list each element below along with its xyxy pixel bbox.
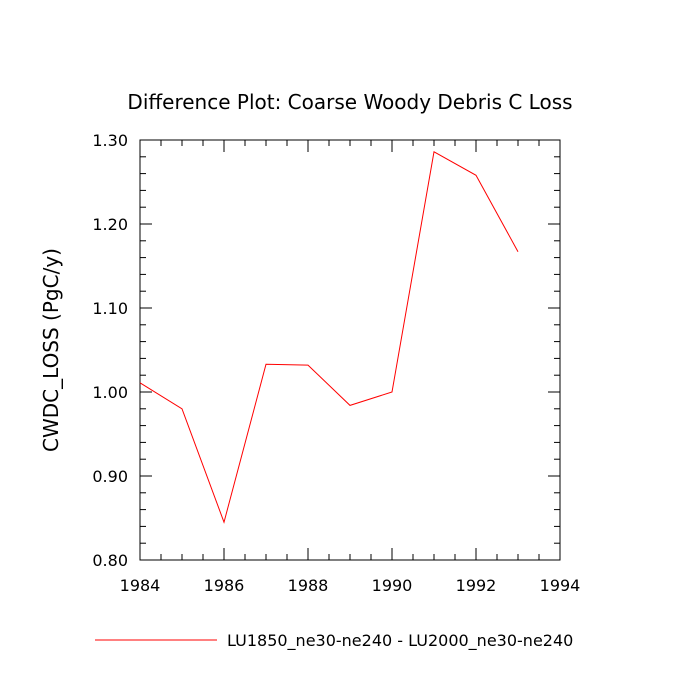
x-tick-label: 1992 <box>456 576 497 595</box>
x-tick-label: 1986 <box>204 576 245 595</box>
x-tick-label: 1984 <box>120 576 161 595</box>
legend-label: LU1850_ne30-ne240 - LU2000_ne30-ne240 <box>227 631 573 651</box>
y-tick-label: 1.10 <box>92 299 128 318</box>
plot-axes: 1984 1986 1988 1990 1992 1994 0.80 0.90 1.00 1.10… <box>92 131 580 595</box>
series-layer <box>139 151 519 524</box>
chart-title: Difference Plot: Coarse Woody Debris C L… <box>127 90 572 114</box>
plot-frame <box>139 139 561 561</box>
y-tick-label: 1.30 <box>92 131 128 150</box>
legend: LU1850_ne30-ne240 - LU2000_ne30-ne240 <box>95 631 573 651</box>
y-axis-label: CWDC_LOSS (PgC/y) <box>39 248 63 452</box>
x-tick-label: 1994 <box>540 576 581 595</box>
y-tick-label: 0.90 <box>92 467 128 486</box>
x-tick-label: 1988 <box>288 576 329 595</box>
y-tick-label: 1.20 <box>92 215 128 234</box>
series-line <box>139 151 519 524</box>
y-tick-label: 0.80 <box>92 551 128 570</box>
y-tick-label: 1.00 <box>92 383 128 402</box>
x-tick-label: 1990 <box>372 576 413 595</box>
